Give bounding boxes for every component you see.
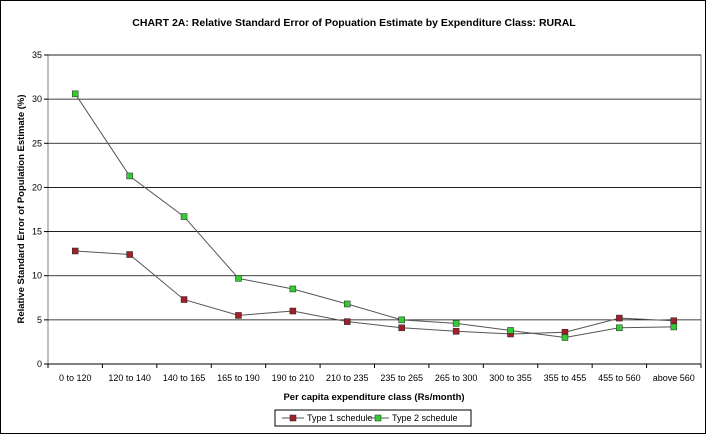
plot-area — [47, 54, 702, 365]
legend-marker — [289, 414, 297, 422]
data-point — [71, 247, 79, 255]
data-point — [126, 251, 133, 258]
series-1 — [71, 247, 678, 338]
y-tick-label: 10 — [32, 271, 42, 281]
data-point — [235, 312, 242, 319]
x-tick-label: 235 to 265 — [380, 373, 423, 383]
x-tick-label: 165 to 190 — [217, 373, 260, 383]
data-point — [616, 314, 623, 322]
data-point — [289, 307, 297, 315]
data-point — [398, 316, 405, 324]
x-tick-label: above 560 — [653, 373, 695, 383]
data-point — [452, 328, 460, 335]
x-axis-ticks: 0 to 120 120 to 140 140 to 165 165 to 190 19… — [47, 363, 702, 383]
x-tick-label: 210 to 235 — [326, 373, 369, 383]
x-tick-label: 0 to 120 — [59, 373, 92, 383]
legend-label: Type 1 schedule — [307, 413, 373, 423]
data-point — [507, 327, 514, 334]
series-2 — [71, 90, 678, 341]
data-point — [180, 296, 188, 303]
y-tick-label: 30 — [32, 94, 42, 104]
x-tick-label: 140 to 165 — [163, 373, 206, 383]
series-line — [74, 93, 674, 339]
gridlines — [48, 54, 701, 321]
data-point — [180, 213, 188, 220]
data-point — [616, 324, 623, 332]
data-point — [670, 317, 678, 324]
y-tick-label: 0 — [37, 359, 42, 369]
legend-marker — [374, 414, 382, 422]
y-tick-label: 5 — [37, 315, 42, 325]
data-point — [71, 90, 79, 98]
data-point — [398, 324, 405, 332]
data-point — [670, 323, 678, 331]
data-point — [561, 334, 569, 341]
x-axis-label: Per capita expenditure class (Rs/month) — [283, 392, 464, 403]
x-tick-label: 300 to 355 — [489, 373, 532, 383]
series-line — [75, 250, 674, 335]
data-point — [344, 318, 351, 325]
y-axis-ticks: 0 5 10 15 20 25 30 35 — [32, 50, 48, 369]
legend: Type 1 schedule Type 2 schedule — [274, 409, 472, 427]
y-tick-label: 25 — [32, 138, 42, 148]
y-tick-label: 20 — [32, 182, 42, 192]
series-group — [71, 90, 678, 341]
y-tick-label: 15 — [32, 227, 42, 237]
legend-label: Type 2 schedule — [392, 413, 458, 423]
y-axis-label: Relative Standard Error of Population Es… — [16, 94, 27, 323]
data-point — [235, 275, 242, 282]
y-tick-label: 35 — [32, 50, 42, 60]
data-point — [289, 285, 297, 293]
chart-title: CHART 2A: Relative Standard Error of Pop… — [132, 17, 576, 29]
x-tick-label: 190 to 210 — [272, 373, 315, 383]
x-tick-label: 355 to 455 — [544, 373, 587, 383]
data-point — [344, 300, 351, 308]
x-tick-label: 265 to 300 — [435, 373, 478, 383]
x-tick-label: 455 to 560 — [598, 373, 641, 383]
data-point — [126, 172, 133, 180]
data-point — [452, 320, 460, 327]
x-tick-label: 120 to 140 — [108, 373, 151, 383]
